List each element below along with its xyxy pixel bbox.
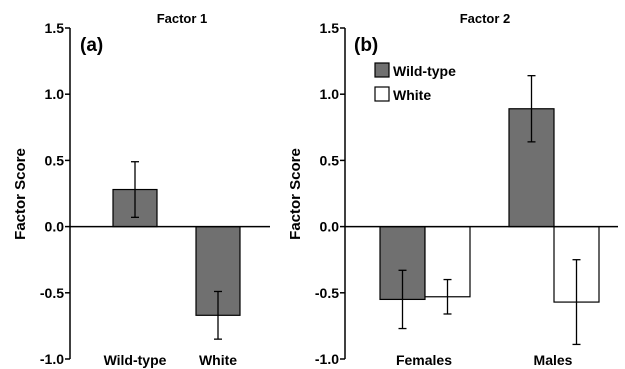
panel-b-categories: Females Males — [396, 352, 573, 368]
y-tick-label: -1.0 — [315, 351, 339, 367]
category-label: Wild-type — [104, 352, 167, 368]
error-bar — [131, 161, 139, 218]
y-tick-label: 1.0 — [320, 86, 340, 102]
error-bar — [398, 269, 407, 330]
legend-label-wild-type: Wild-type — [393, 63, 456, 79]
y-tick-label: 1.0 — [45, 86, 65, 102]
panel-a: (a) Factor 1 Factor Score 1.5 1.0 0.5 0.0 -0… — [12, 11, 270, 368]
panel-b-bars — [379, 108, 600, 303]
panel-b-y-axis-label: Factor Score — [287, 148, 304, 240]
panel-b: (b) Factor 2 Factor Score 1.5 1.0 0.5 0.0 -0… — [287, 11, 618, 368]
panel-a-error-bars — [131, 161, 222, 340]
panel-b-error-bars — [398, 75, 581, 346]
y-tick-label: 1.5 — [320, 20, 340, 36]
error-bar — [214, 290, 222, 340]
legend-swatch-white — [374, 86, 390, 102]
category-label: White — [199, 352, 237, 368]
panel-a-title: Factor 1 — [157, 11, 208, 26]
legend-label-white: White — [393, 87, 431, 103]
legend-swatch-wild-type — [374, 62, 390, 78]
panel-b-y-ticks: 1.5 1.0 0.5 0.0 -0.5 -1.0 — [315, 20, 345, 367]
y-tick-label: 1.5 — [45, 20, 65, 36]
category-label: Females — [396, 352, 452, 368]
y-tick-label: 0.5 — [45, 152, 65, 168]
panel-a-bars — [112, 188, 241, 316]
y-tick-label: -0.5 — [40, 285, 64, 301]
bar — [508, 108, 555, 228]
error-bar — [572, 259, 581, 346]
panel-a-categories: Wild-type White — [104, 352, 238, 368]
error-bar — [527, 75, 536, 143]
panel-a-y-ticks: 1.5 1.0 0.5 0.0 -0.5 -1.0 — [40, 20, 70, 367]
y-tick-label: 0.5 — [320, 152, 340, 168]
y-tick-label: 0.0 — [45, 219, 65, 235]
panel-b-title: Factor 2 — [460, 11, 511, 26]
panel-a-y-axis-label: Factor Score — [12, 148, 29, 240]
y-tick-label: -0.5 — [315, 285, 339, 301]
y-tick-label: 0.0 — [320, 219, 340, 235]
panel-a-label: (a) — [80, 35, 103, 56]
error-bar — [443, 278, 452, 315]
panel-b-label: (b) — [354, 35, 378, 56]
y-tick-label: -1.0 — [40, 351, 64, 367]
panel-b-legend: Wild-type White — [374, 62, 456, 103]
category-label: Males — [534, 352, 573, 368]
